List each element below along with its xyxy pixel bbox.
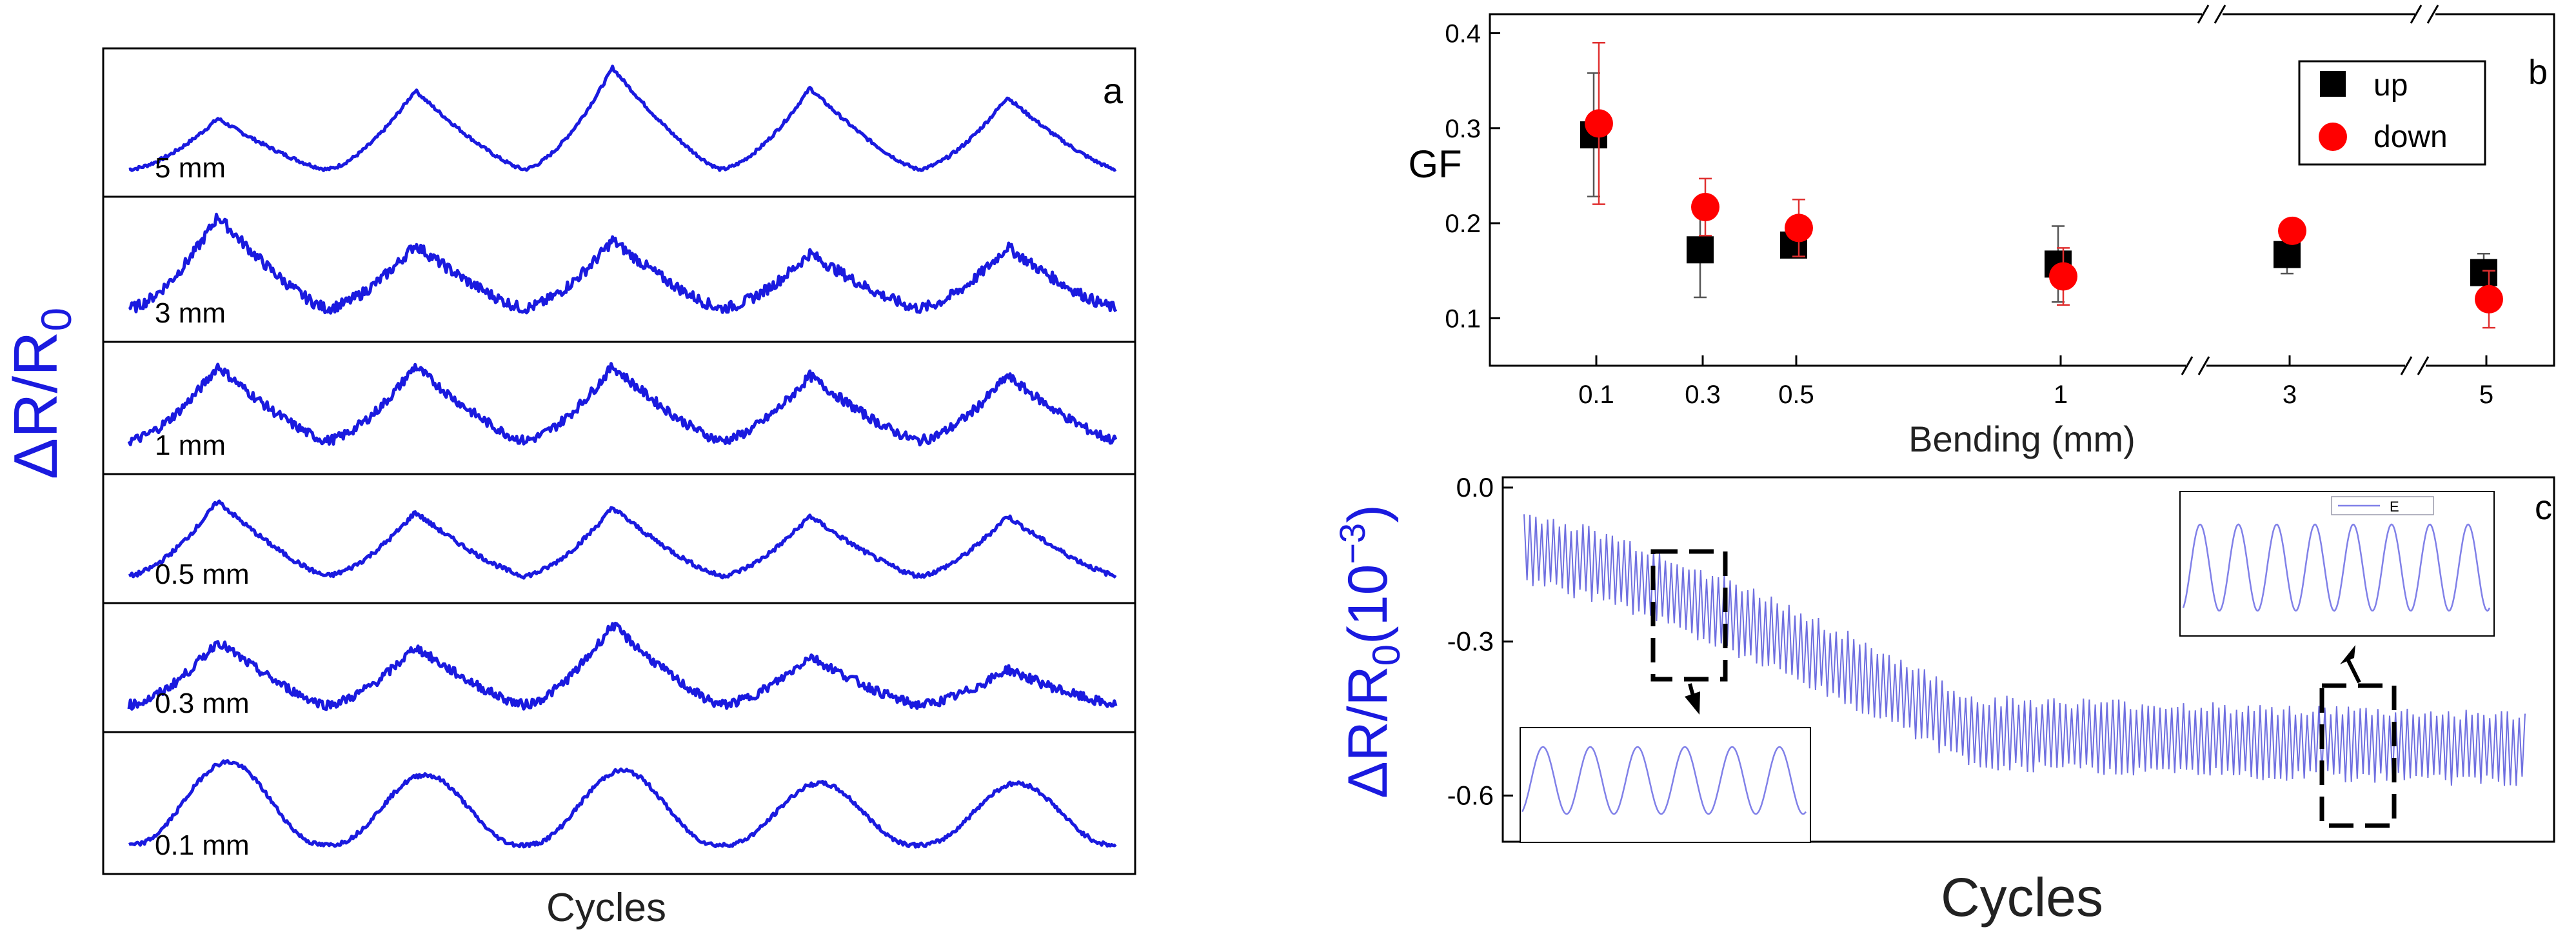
panel-b-legend: up down xyxy=(2298,60,2486,166)
trace-frame xyxy=(102,731,1136,875)
panel-a-ylabel: ΔR/R0 xyxy=(1,308,80,479)
trace-line xyxy=(128,759,1117,849)
trace-row: 0.3 mm xyxy=(102,602,1136,733)
x-tick-label: 5 xyxy=(2479,381,2493,409)
zoom-box-right xyxy=(2319,683,2397,828)
trace-line xyxy=(127,621,1118,711)
panel-a-xlabel: Cycles xyxy=(546,886,666,930)
trace-label: 0.1 mm xyxy=(155,829,250,861)
x-tick-label: 0.5 xyxy=(1778,381,1814,409)
trace-frame xyxy=(102,47,1136,198)
trace-line xyxy=(127,362,1118,447)
panel-c-xlabel: Cycles xyxy=(1941,867,2103,928)
x-tick-label: 3 xyxy=(2283,381,2297,409)
panel-c-label: c xyxy=(2535,488,2552,527)
y-tick-label: 0.0 xyxy=(1456,472,1494,502)
trace-frame xyxy=(102,473,1136,604)
trace-row: 3 mm xyxy=(102,195,1136,343)
inset-right: E xyxy=(2179,491,2495,637)
x-tick-label: 1 xyxy=(2054,381,2068,409)
trace-label: 0.5 mm xyxy=(155,559,250,590)
trace-label: 3 mm xyxy=(155,297,226,329)
inset-left-line xyxy=(1521,746,1807,815)
y-tick-label: -0.3 xyxy=(1447,626,1494,657)
zoom-arrow-right xyxy=(2340,645,2361,684)
point-down xyxy=(1585,109,1613,138)
panel-b-frame xyxy=(1489,13,2555,367)
x-tick-label: 0.1 xyxy=(1578,381,1614,409)
point-up xyxy=(1687,236,1714,264)
trace-row: 1 mm xyxy=(102,341,1136,475)
zoom-box-left xyxy=(1650,549,1728,682)
legend-marker-down xyxy=(2319,123,2347,151)
point-down xyxy=(1691,193,1719,222)
panel-c-signal-line xyxy=(1523,514,2526,786)
legend-label-up: up xyxy=(2373,68,2408,103)
y-tick-label: 0.2 xyxy=(1445,210,1481,238)
x-tick-label: 0.3 xyxy=(1685,381,1721,409)
panel-b-ylabel: GF xyxy=(1408,143,1461,186)
zoom-arrow-left xyxy=(1685,683,1700,715)
panel-a: a 5 mm 3 mm 1 mm 0.5 mm 0.3 mm 0.1 mm ΔR/R0 C… xyxy=(1,47,1136,930)
point-down xyxy=(2049,262,2077,291)
trace-frame xyxy=(102,341,1136,475)
legend-label-down: down xyxy=(2373,120,2448,154)
trace-label: 1 mm xyxy=(155,430,226,461)
panel-a-label: a xyxy=(1103,70,1124,111)
trace-row: 5 mm xyxy=(102,47,1136,198)
panel-b-label: b xyxy=(2528,53,2548,92)
trace-line xyxy=(128,499,1117,580)
panel-c: 0.0 -0.3 -0.6 c ΔR/R0(10−3) Cycles E xyxy=(1332,472,2555,928)
point-up xyxy=(2470,259,2497,286)
trace-line xyxy=(128,212,1118,315)
point-down xyxy=(2278,216,2306,245)
inset-legend-label: E xyxy=(2390,499,2399,515)
panel-c-ylabel: ΔR/R0(10−3) xyxy=(1332,504,1408,799)
point-down xyxy=(2475,284,2503,313)
y-tick-label: -0.6 xyxy=(1447,780,1494,810)
panel-b: 0.1 0.2 0.3 0.4 0.1 0.3 0.5 1 3 5 b GF Bending (m… xyxy=(1408,5,2555,459)
y-tick-label: 0.1 xyxy=(1445,304,1481,333)
trace-line xyxy=(128,65,1117,172)
panel-c-frame xyxy=(1501,476,2555,843)
point-up xyxy=(2274,241,2301,268)
panel-b-xlabel: Bending (mm) xyxy=(1908,419,2135,459)
inset-right-line xyxy=(2182,523,2491,612)
y-tick-label: 0.4 xyxy=(1445,19,1481,48)
inset-left xyxy=(1520,727,1811,843)
y-tick-label: 0.3 xyxy=(1445,115,1481,143)
trace-row: 0.5 mm xyxy=(102,473,1136,604)
legend-marker-up xyxy=(2320,71,2346,97)
trace-row: 0.1 mm xyxy=(102,731,1136,875)
axis-breaks xyxy=(2181,5,2439,375)
point-down xyxy=(1785,213,1813,243)
trace-label: 0.3 mm xyxy=(155,688,250,719)
trace-label: 5 mm xyxy=(155,152,226,184)
